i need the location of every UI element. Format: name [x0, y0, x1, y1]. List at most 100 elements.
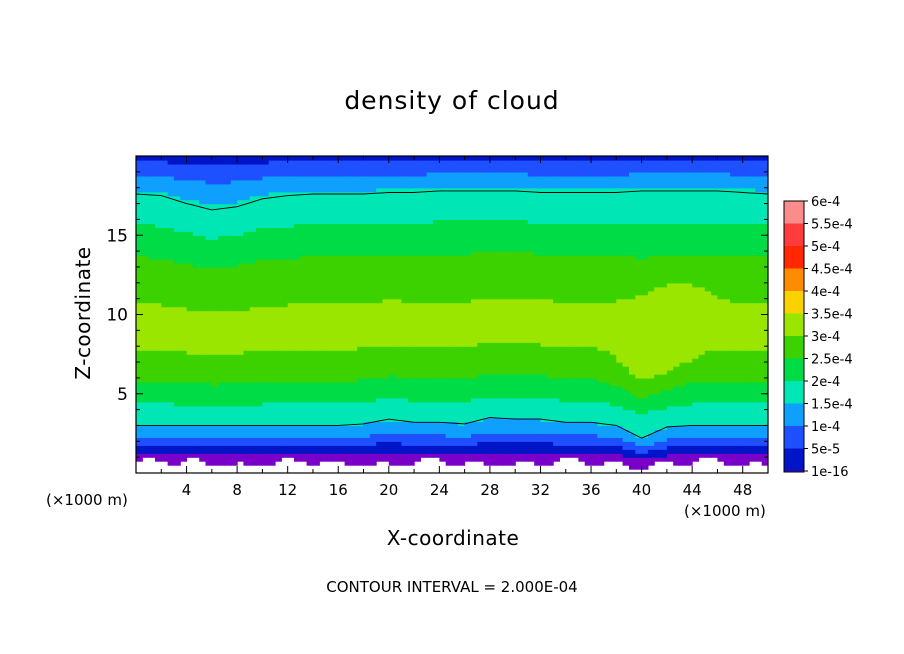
field-cell: [300, 243, 308, 248]
field-cell: [508, 251, 516, 256]
field-cell: [458, 362, 466, 367]
field-cell: [426, 358, 434, 363]
field-cell: [224, 425, 232, 430]
field-cell: [401, 263, 409, 268]
field-cell: [363, 393, 371, 399]
field-cell: [275, 385, 282, 391]
field-cell: [426, 191, 434, 197]
field-cell: [407, 413, 415, 419]
field-cell: [167, 370, 175, 375]
field-cell: [268, 433, 276, 438]
field-cell: [489, 437, 497, 442]
field-cell: [452, 322, 459, 327]
field-cell: [237, 160, 244, 165]
field-cell: [268, 354, 276, 359]
field-cell: [483, 175, 491, 181]
field-cell: [211, 441, 219, 446]
field-cell: [401, 266, 409, 272]
field-cell: [218, 187, 226, 193]
field-cell: [483, 191, 491, 197]
field-cell: [445, 175, 453, 181]
field-cell: [527, 393, 535, 399]
field-cell: [363, 330, 371, 335]
field-cell: [477, 266, 485, 272]
field-cell: [167, 306, 175, 312]
field-cell: [382, 334, 390, 339]
field-cell: [218, 405, 226, 411]
field-cell: [186, 171, 194, 177]
field-cell: [382, 393, 390, 399]
field-cell: [325, 298, 333, 304]
field-cell: [350, 278, 358, 284]
field-cell: [521, 187, 529, 193]
field-cell: [527, 358, 535, 363]
field-cell: [357, 243, 365, 248]
field-cell: [268, 417, 276, 423]
field-cell: [445, 207, 453, 213]
field-cell: [388, 362, 396, 367]
field-cell: [237, 223, 244, 228]
field-cell: [376, 163, 384, 169]
field-cell: [331, 393, 339, 399]
field-cell: [515, 318, 523, 324]
field-cell: [306, 389, 314, 395]
field-cell: [445, 417, 453, 423]
field-cell: [407, 417, 415, 423]
field-cell: [186, 413, 194, 419]
field-cell: [439, 437, 447, 442]
field-cell: [395, 282, 402, 288]
field-cell: [395, 457, 402, 462]
field-cell: [515, 381, 523, 387]
field-cell: [319, 405, 327, 411]
field-cell: [414, 231, 421, 236]
field-cell: [527, 215, 535, 220]
field-cell: [148, 270, 156, 276]
field-cell: [420, 342, 428, 347]
field-cell: [287, 175, 295, 181]
field-cell: [306, 163, 314, 169]
field-cell: [407, 195, 415, 201]
field-cell: [331, 298, 339, 304]
field-cell: [407, 373, 415, 379]
field-cell: [502, 274, 510, 280]
field-cell: [173, 195, 181, 201]
field-cell: [483, 457, 491, 462]
field-cell: [401, 259, 409, 264]
field-cell: [483, 377, 491, 383]
field-cell: [192, 187, 200, 193]
field-cell: [338, 235, 346, 240]
field-cell: [527, 195, 535, 201]
field-cell: [376, 409, 384, 415]
field-cell: [426, 235, 434, 240]
field-cell: [294, 195, 301, 201]
field-cell: [268, 409, 276, 415]
field-cell: [192, 163, 200, 169]
field-cell: [205, 338, 213, 343]
field-cell: [167, 409, 175, 415]
field-cell: [445, 306, 453, 312]
field-cell: [407, 441, 415, 446]
field-cell: [230, 270, 238, 276]
field-cell: [445, 350, 453, 355]
field-cell: [268, 342, 276, 347]
field-cell: [211, 310, 219, 316]
field-cell: [180, 167, 188, 173]
field-cell: [243, 266, 251, 272]
field-cell: [445, 191, 453, 197]
field-cell: [281, 199, 289, 205]
field-cell: [148, 354, 156, 359]
field-cell: [458, 163, 466, 169]
field-cell: [338, 243, 346, 248]
field-cell: [161, 239, 169, 244]
field-cell: [369, 215, 377, 220]
field-cell: [262, 243, 270, 248]
field-cell: [186, 266, 194, 272]
field-cell: [243, 243, 251, 248]
field-cell: [155, 318, 162, 324]
field-cell: [508, 286, 516, 292]
field-cell: [294, 274, 301, 280]
field-cell: [445, 397, 453, 403]
field-cell: [287, 338, 295, 343]
field-cell: [256, 167, 263, 173]
field-cell: [262, 171, 270, 177]
